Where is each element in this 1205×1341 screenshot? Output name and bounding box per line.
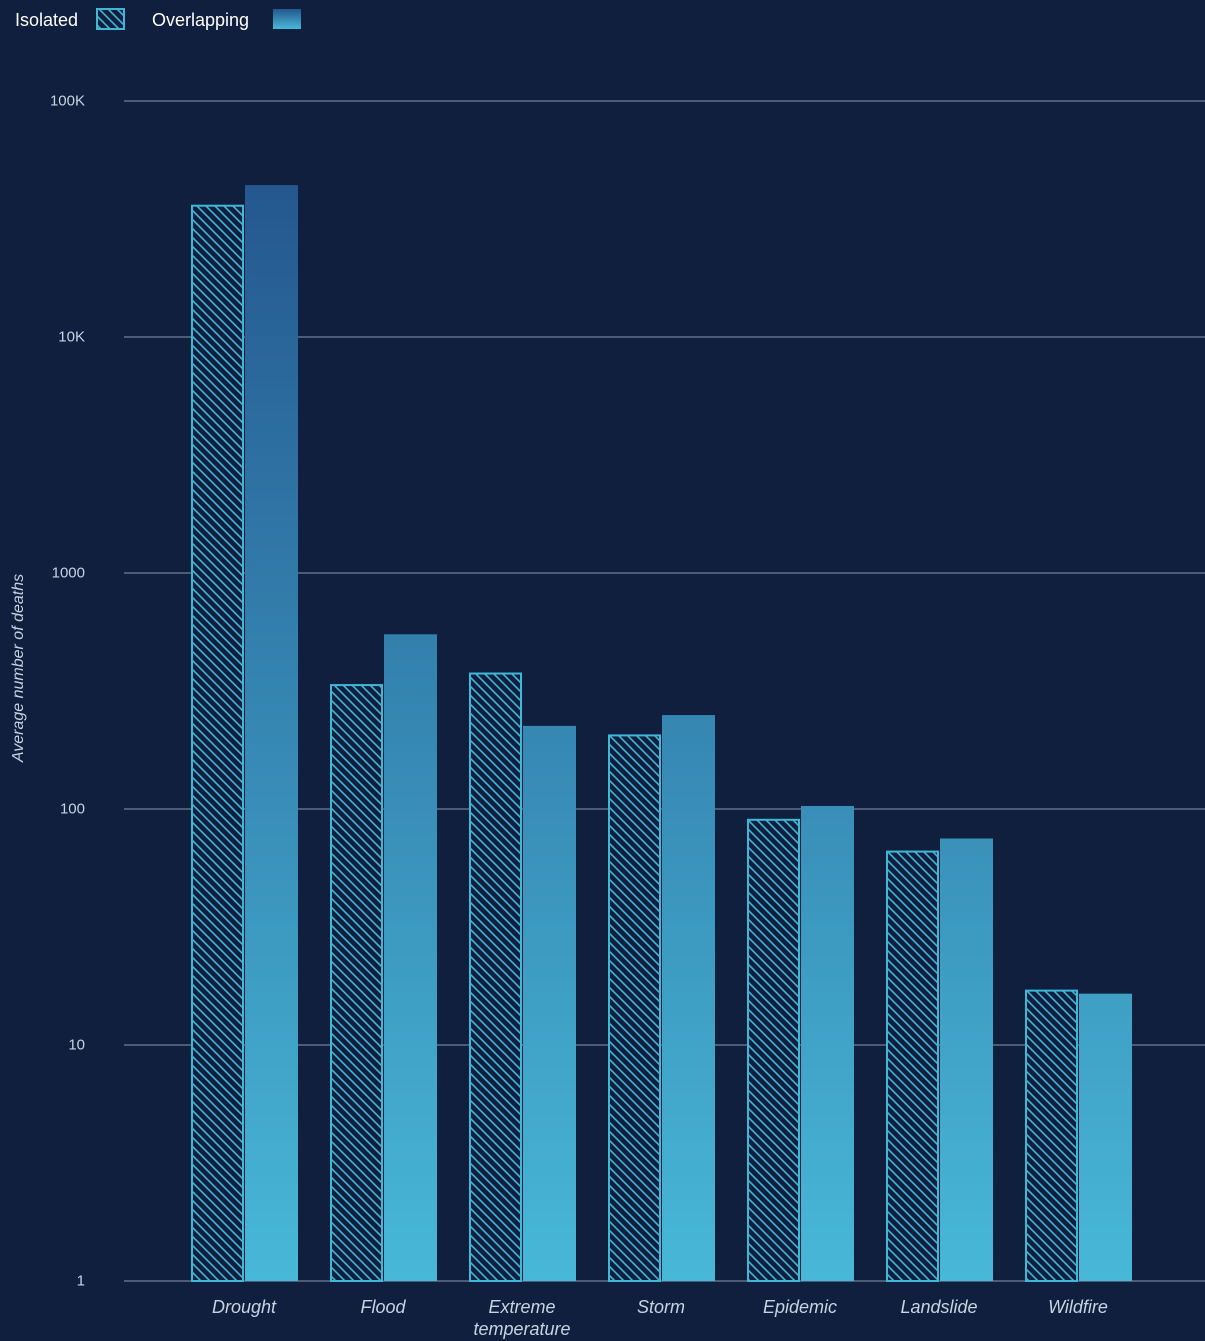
legend-swatch-overlapping — [273, 9, 301, 29]
bar-isolated — [469, 672, 522, 1282]
y-tick-label: 100K — [50, 93, 85, 110]
legend-swatch-isolated — [96, 8, 125, 30]
bar-overlapping — [523, 725, 576, 1281]
bar-overlapping — [1079, 993, 1132, 1281]
x-category-label: Extreme temperature — [473, 1297, 570, 1339]
y-tick-label: 1 — [77, 1273, 85, 1290]
bar-overlapping — [940, 838, 993, 1281]
legend: Isolated Overlapping — [15, 8, 301, 30]
bar-isolated — [1025, 989, 1078, 1283]
x-category-labels: Drought Flood Extreme temperature Storm Epide… — [212, 1297, 1108, 1339]
bars — [191, 185, 1132, 1283]
bar-isolated — [330, 684, 383, 1282]
legend-label-overlapping: Overlapping — [152, 10, 249, 30]
x-category-label: Flood — [360, 1297, 406, 1317]
bar-isolated — [191, 204, 244, 1282]
x-category-label: Landslide — [900, 1297, 977, 1317]
y-tick-label: 10 — [68, 1037, 85, 1054]
y-tick-label: 1000 — [52, 565, 85, 582]
bar-overlapping — [245, 185, 298, 1282]
bar-overlapping — [801, 805, 854, 1281]
y-tick-label: 100 — [60, 801, 85, 818]
x-category-label: Epidemic — [763, 1297, 837, 1317]
bar-overlapping — [384, 634, 437, 1281]
y-tick-label: 10K — [58, 329, 85, 346]
x-category-label: Drought — [212, 1297, 277, 1317]
x-category-label: Wildfire — [1048, 1297, 1108, 1317]
bar-isolated — [608, 734, 661, 1282]
bar-isolated — [886, 850, 939, 1282]
bar-isolated — [747, 818, 800, 1282]
y-axis-title: Average number of deaths — [10, 574, 27, 763]
y-tick-labels: 1 10 100 1000 10K 100K — [50, 93, 85, 1290]
bar-overlapping — [662, 715, 715, 1281]
legend-label-isolated: Isolated — [15, 10, 78, 30]
x-category-label: Storm — [637, 1297, 685, 1317]
